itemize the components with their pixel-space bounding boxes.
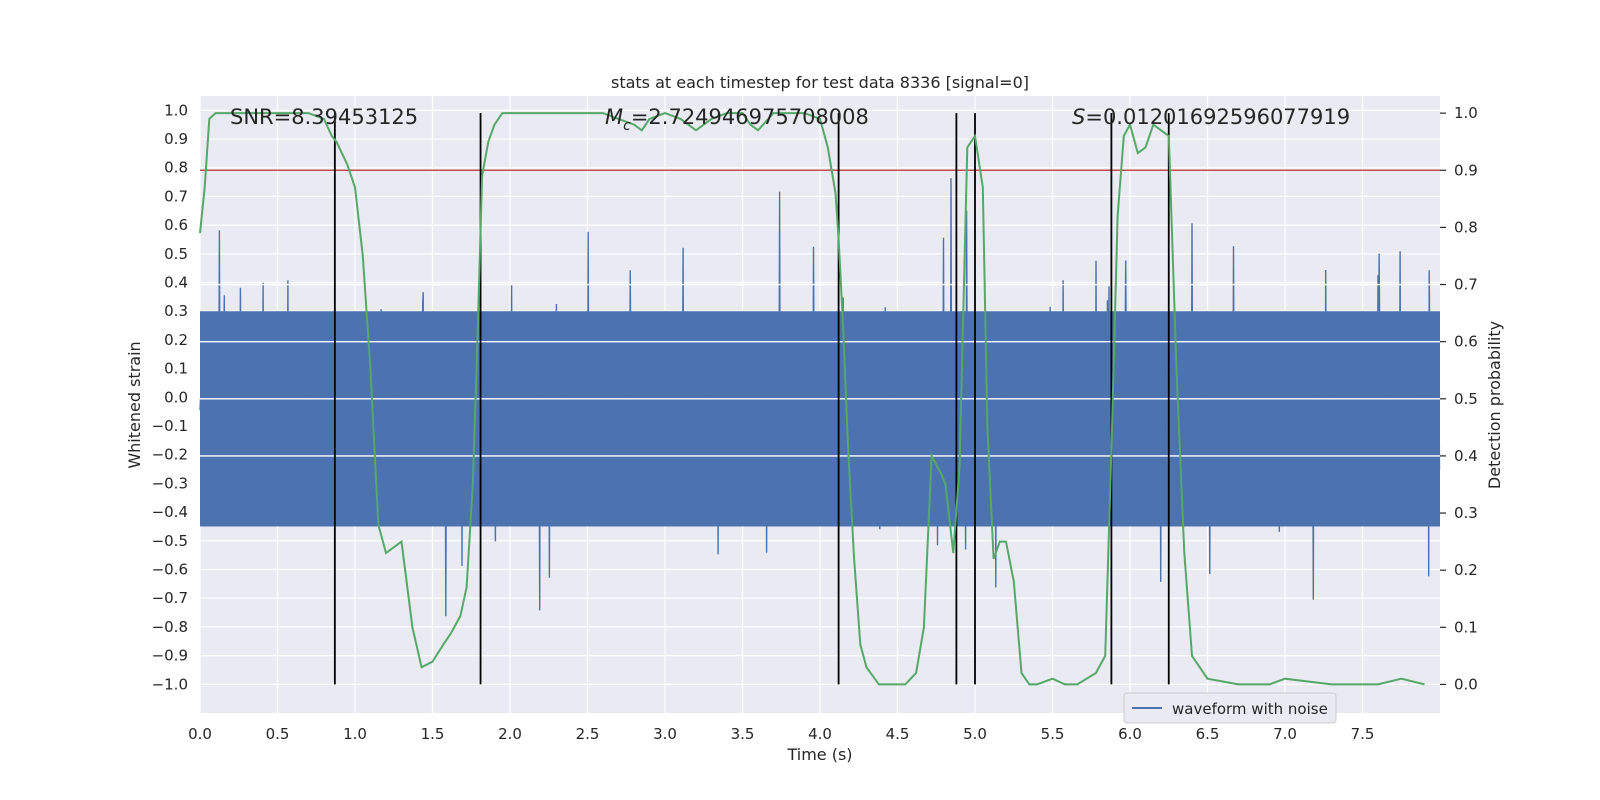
x-tick-label: 4.0 — [808, 725, 832, 743]
y-right-axis-ticks: 1.0 0.9 0.8 0.7 0.6 0.5 0.4 0.3 0.2 0.1 0.0 — [1440, 104, 1478, 693]
waveform-line — [199, 178, 1441, 617]
y-left-tick-label: −0.5 — [152, 532, 188, 550]
chirp-mass-subscript: c — [623, 118, 631, 134]
x-tick-label: 0.0 — [188, 725, 212, 743]
y-left-tick-label: 0.9 — [164, 130, 188, 148]
y-right-axis-label: Detection probability — [1485, 321, 1504, 489]
y-left-tick-label: 0.3 — [164, 302, 188, 320]
x-tick-label: 7.5 — [1351, 725, 1375, 743]
y-left-tick-label: 0.4 — [164, 274, 188, 292]
chirp-mass-annotation: Mc=2.724946975708008 — [605, 105, 869, 134]
x-axis-label: Time (s) — [786, 745, 852, 764]
y-right-tick-label: 0.4 — [1454, 447, 1478, 465]
y-right-tick-label: 0.0 — [1454, 675, 1478, 693]
x-axis-ticks: 0.0 0.5 1.0 1.5 2.0 2.5 3.0 3.5 4.0 4.5 5.0 5.5 6.0 6… — [188, 725, 1374, 743]
snr-annotation: SNR=8.39453125 — [230, 105, 418, 129]
y-right-tick-label: 0.5 — [1454, 390, 1478, 408]
y-right-tick-label: 0.3 — [1454, 504, 1478, 522]
x-tick-label: 3.0 — [653, 725, 677, 743]
y-left-tick-label: −0.9 — [152, 647, 188, 665]
y-left-tick-label: 0.7 — [164, 187, 188, 205]
y-left-tick-label: 0.6 — [164, 216, 188, 234]
x-tick-label: 1.5 — [421, 725, 445, 743]
x-tick-label: 6.0 — [1118, 725, 1142, 743]
y-left-tick-label: 0.1 — [164, 360, 188, 378]
chart-title: stats at each timestep for test data 833… — [611, 73, 1029, 92]
y-left-axis-ticks: 1.0 0.9 0.8 0.7 0.6 0.5 0.4 0.3 0.2 0.1 0.0 −0.1 −0.… — [152, 101, 188, 693]
x-tick-label: 1.0 — [343, 725, 367, 743]
y-left-tick-label: −1.0 — [152, 675, 188, 693]
y-left-tick-label: 1.0 — [164, 101, 188, 119]
x-tick-label: 0.5 — [266, 725, 290, 743]
y-right-tick-label: 0.7 — [1454, 276, 1478, 294]
y-left-tick-label: −0.3 — [152, 474, 188, 492]
y-right-tick-label: 0.2 — [1454, 561, 1478, 579]
x-tick-label: 7.0 — [1273, 725, 1297, 743]
chirp-mass-symbol: M — [605, 105, 623, 129]
y-left-tick-label: 0.5 — [164, 245, 188, 263]
y-right-tick-label: 1.0 — [1454, 104, 1478, 122]
waveform-series — [199, 178, 1441, 617]
y-right-tick-label: 0.1 — [1454, 618, 1478, 636]
x-tick-label: 2.0 — [498, 725, 522, 743]
chirp-mass-value: =2.724946975708008 — [631, 105, 869, 129]
y-right-tick-label: 0.9 — [1454, 161, 1478, 179]
vertical-markers — [333, 113, 1170, 685]
band-lines — [200, 283, 1440, 457]
y-left-tick-label: 0.2 — [164, 331, 188, 349]
detection-probability-line — [199, 112, 1425, 686]
y-right-tick-label: 0.8 — [1454, 218, 1478, 236]
y-left-tick-label: −0.4 — [152, 503, 188, 521]
x-tick-label: 3.5 — [731, 725, 755, 743]
y-left-tick-label: 0.8 — [164, 159, 188, 177]
y-right-tick-label: 0.6 — [1454, 333, 1478, 351]
s-symbol: S — [1072, 105, 1085, 129]
x-tick-label: 2.5 — [576, 725, 600, 743]
s-value: =0.012016925960779​19 — [1085, 105, 1350, 129]
y-left-axis-label: Whitened strain — [125, 341, 144, 468]
y-left-tick-label: −0.6 — [152, 561, 188, 579]
x-tick-label: 5.0 — [963, 725, 987, 743]
y-left-tick-label: −0.8 — [152, 618, 188, 636]
legend-label: waveform with noise — [1172, 700, 1328, 718]
y-left-tick-label: −0.1 — [152, 417, 188, 435]
y-left-tick-label: −0.2 — [152, 446, 188, 464]
s-annotation: S=0.012016925960779​19 — [1072, 105, 1350, 129]
legend: waveform with noise — [1123, 692, 1337, 724]
y-left-tick-label: −0.7 — [152, 589, 188, 607]
x-tick-label: 5.5 — [1041, 725, 1065, 743]
x-tick-label: 6.5 — [1196, 725, 1220, 743]
y-left-tick-label: 0.0 — [164, 388, 188, 406]
x-tick-label: 4.5 — [886, 725, 910, 743]
legend-box — [1123, 692, 1337, 724]
